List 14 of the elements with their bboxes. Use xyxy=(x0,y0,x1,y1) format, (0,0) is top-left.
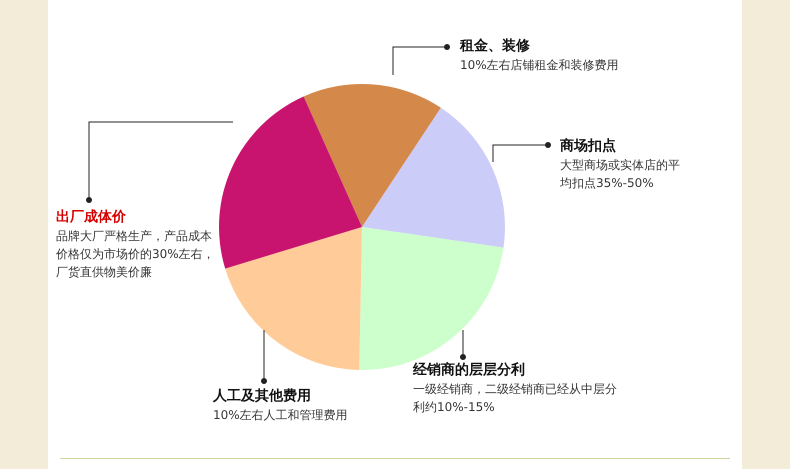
text: 一级经销商，二级经销商已经从中层分利约10%-15% xyxy=(413,381,618,416)
slice-label: 商场扣点 xyxy=(560,136,617,156)
text: 大型商场或实体店的平均扣点35%-50% xyxy=(560,157,680,192)
slice-label: 出厂成体价 xyxy=(56,208,127,227)
text: 品牌大厂严格生产，产品成本价格仅为市场价的30%左右，厂货直供物美价廉 xyxy=(56,228,216,281)
slice-label: 人工及其他费用 xyxy=(213,387,312,406)
text: 10%左右人工和管理费用 xyxy=(213,407,349,424)
pie-slice xyxy=(304,84,441,227)
text: 10%左右店铺租金和装修费用 xyxy=(460,57,620,74)
slice-label: 租金、装修 xyxy=(460,37,531,56)
slice-label: 经销商的层层分利 xyxy=(413,360,526,380)
pie-slice xyxy=(225,227,362,370)
pie-slice xyxy=(362,108,505,248)
pie-slice xyxy=(219,96,362,269)
